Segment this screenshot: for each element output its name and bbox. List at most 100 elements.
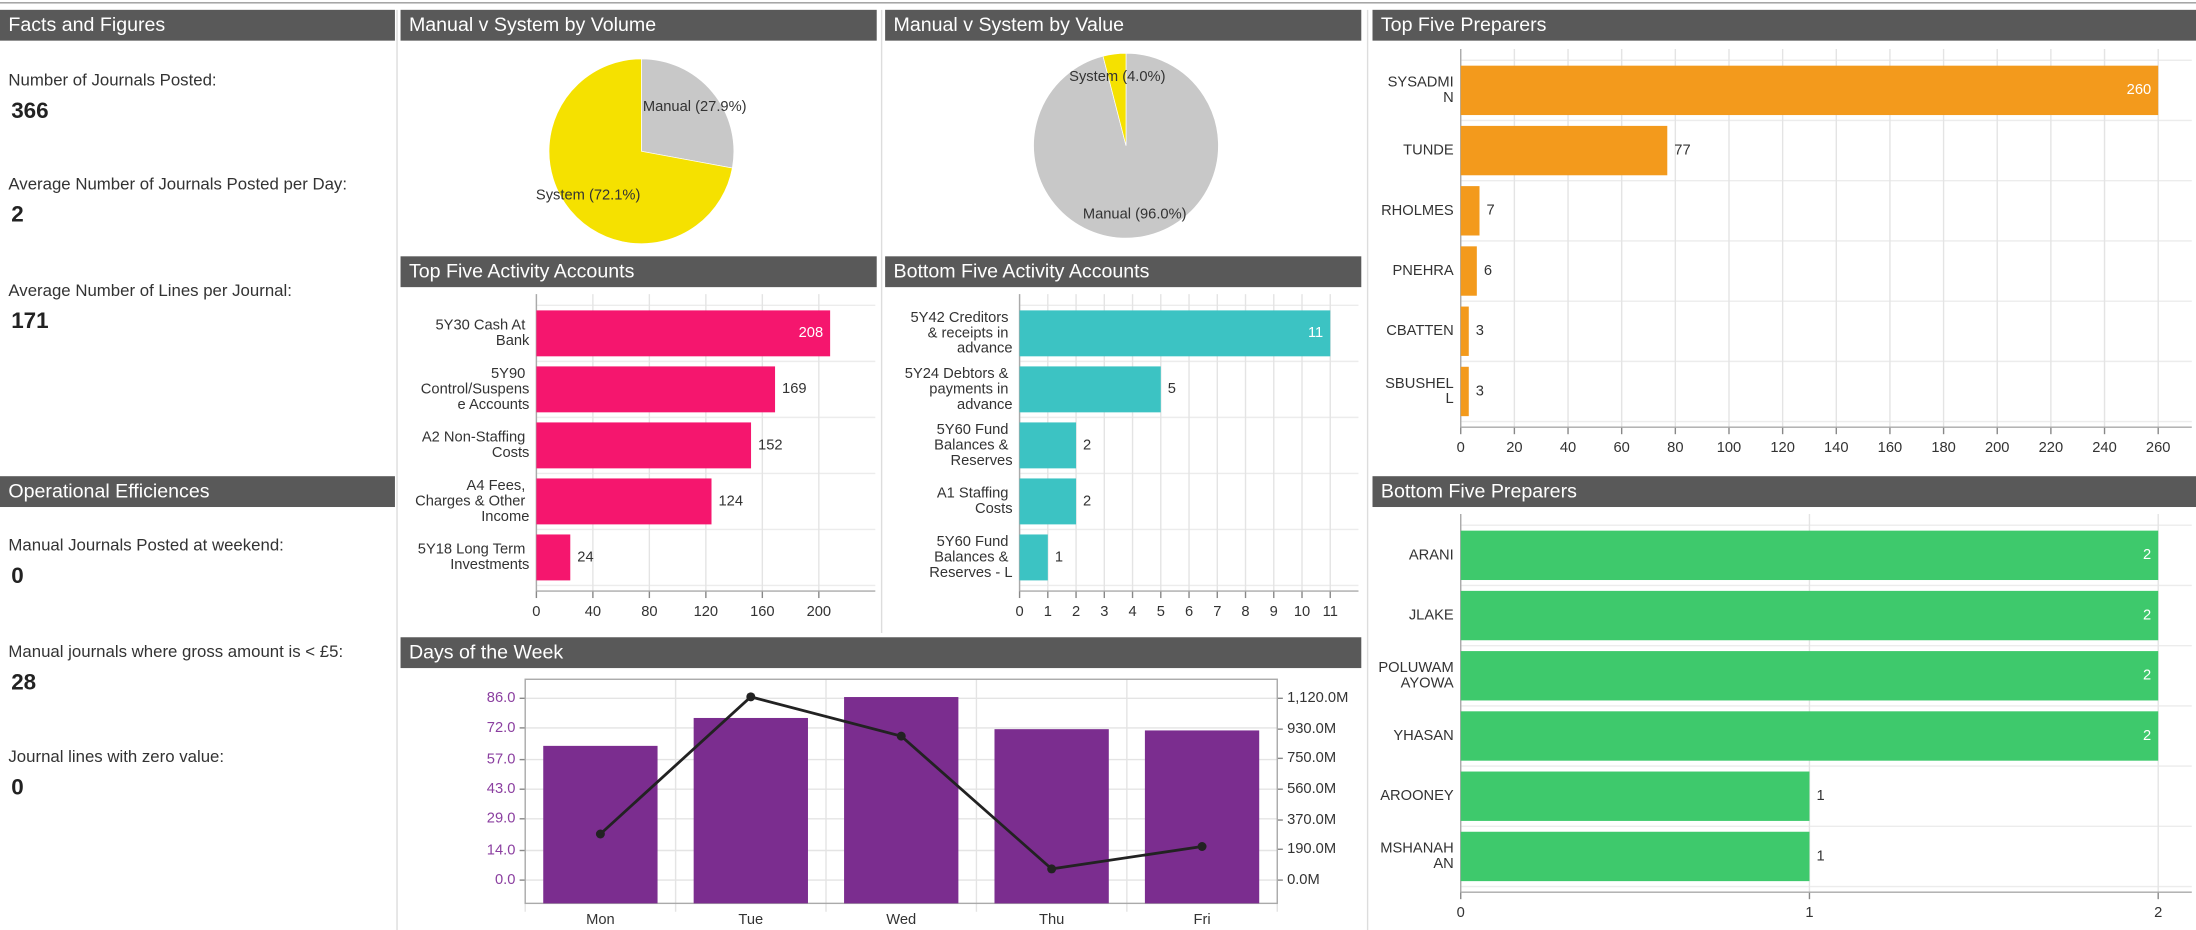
x-tick-label: 2 — [1072, 604, 1080, 620]
pie-label: Manual (27.9%) — [643, 99, 747, 115]
x-tick-label: 200 — [807, 604, 832, 620]
panel-title: Manual v System by Value — [894, 14, 1125, 36]
x-tick-label: 11 — [1323, 604, 1338, 620]
x-tick-label: 40 — [585, 604, 601, 620]
y-tick-label: 14.0 — [487, 842, 516, 858]
y-tick-label: 72.0 — [487, 720, 516, 736]
category-label: AROONEY — [1380, 788, 1454, 804]
x-tick-label: 160 — [750, 604, 775, 620]
bar — [994, 729, 1109, 904]
bar — [1460, 246, 1477, 296]
panel-title: Top Five Activity Accounts — [409, 261, 635, 283]
pie-slice — [548, 58, 733, 245]
bar — [1019, 366, 1161, 413]
bar — [1460, 651, 2159, 701]
category-label: SBUSHEL L — [1385, 376, 1454, 407]
bar — [536, 366, 776, 413]
category-label: 5Y18 Long Term Investments — [418, 542, 530, 573]
bar — [1460, 590, 2159, 641]
line-point — [746, 692, 756, 702]
bar — [1460, 366, 1469, 417]
y2-tick-label: 0.0M — [1287, 872, 1320, 888]
x-tick-label: 240 — [2092, 440, 2117, 456]
category-label: A2 Non-Staffing Costs — [422, 430, 530, 461]
x-tick-label: 0 — [532, 604, 540, 620]
bar-value-label: 260 — [2127, 82, 2152, 98]
x-tick-label: 4 — [1128, 604, 1136, 620]
category-label: A1 Staffing Costs — [937, 486, 1013, 517]
bar — [543, 745, 658, 904]
x-tick-label: 2 — [2154, 905, 2162, 921]
x-tick-label: 220 — [2039, 440, 2064, 456]
pie-slice — [1102, 52, 1127, 146]
category-label: A4 Fees, Charges & Other Income — [415, 478, 529, 525]
bar — [1460, 771, 1810, 821]
bar-value-label: 169 — [782, 381, 807, 397]
pie-slice — [641, 58, 735, 169]
bar-value-label: 11 — [1308, 325, 1323, 341]
bar — [1460, 125, 1668, 176]
y-tick-label: 86.0 — [487, 690, 516, 706]
bar — [844, 697, 959, 904]
bar — [1019, 478, 1077, 525]
bar-value-label: 5 — [1168, 381, 1176, 397]
bar-value-label: 3 — [1476, 383, 1484, 399]
line-point — [595, 829, 605, 839]
bar — [1460, 186, 1480, 236]
panel-title: Bottom Five Activity Accounts — [894, 261, 1150, 283]
category-label: RHOLMES — [1381, 203, 1454, 219]
fact-label: Manual Journals Posted at weekend: — [8, 536, 283, 555]
x-tick-label: Fri — [1193, 912, 1210, 928]
x-tick-label: 80 — [641, 604, 657, 620]
category-label: SYSADMI N — [1388, 75, 1454, 106]
bar — [1460, 530, 2159, 581]
panel-title: Facts and Figures — [8, 14, 165, 36]
bar-value-label: 2 — [2143, 728, 2151, 744]
bar-value-label: 1 — [1816, 848, 1824, 864]
y2-tick-label: 560.0M — [1287, 781, 1336, 797]
panel-header — [400, 637, 1362, 669]
bar-value-label: 1 — [1816, 788, 1824, 804]
category-label: 5Y60 Fund Balances & Reserves - L — [929, 534, 1012, 581]
x-tick-label: 8 — [1241, 604, 1249, 620]
y-tick-label: 57.0 — [487, 751, 516, 767]
bar — [1019, 310, 1331, 357]
y2-tick-label: 750.0M — [1287, 750, 1336, 766]
bar-value-label: 2 — [2143, 668, 2151, 684]
category-label: JLAKE — [1409, 607, 1454, 623]
x-tick-label: Wed — [886, 912, 916, 928]
y2-tick-label: 1,120.0M — [1287, 690, 1348, 706]
x-tick-label: 10 — [1294, 604, 1310, 620]
bar — [1460, 65, 2159, 116]
bar — [1460, 711, 2159, 761]
bar — [693, 717, 808, 904]
fact-value: 171 — [11, 308, 48, 333]
panel-header — [0, 476, 395, 508]
x-tick-label: 120 — [694, 604, 719, 620]
bar-value-label: 2 — [1083, 437, 1091, 453]
bar-value-label: 24 — [577, 549, 593, 565]
category-label: POLUWAM AYOWA — [1378, 660, 1454, 691]
panel-header — [885, 9, 1362, 41]
x-tick-label: 20 — [1506, 440, 1522, 456]
bar-value-label: 2 — [1083, 493, 1091, 509]
bar-value-label: 124 — [719, 493, 744, 509]
y-tick-label: 43.0 — [487, 781, 516, 797]
bar — [536, 478, 712, 525]
panel-title: Operational Efficiences — [8, 480, 209, 502]
category-label: TUNDE — [1403, 142, 1454, 158]
panel-title: Top Five Preparers — [1381, 14, 1547, 36]
y2-tick-label: 930.0M — [1287, 721, 1336, 737]
bar — [1019, 534, 1048, 581]
x-tick-label: Thu — [1039, 912, 1064, 928]
category-label: ARANI — [1409, 547, 1454, 563]
fact-value: 0 — [11, 774, 23, 799]
bar — [536, 310, 831, 357]
line-point — [896, 731, 906, 741]
line-point — [1197, 842, 1207, 851]
x-tick-label: 1 — [1805, 905, 1813, 921]
x-tick-label: 1 — [1044, 604, 1052, 620]
line-point — [1047, 864, 1057, 874]
bar-value-label: 7 — [1487, 203, 1495, 219]
fact-value: 2 — [11, 202, 23, 227]
